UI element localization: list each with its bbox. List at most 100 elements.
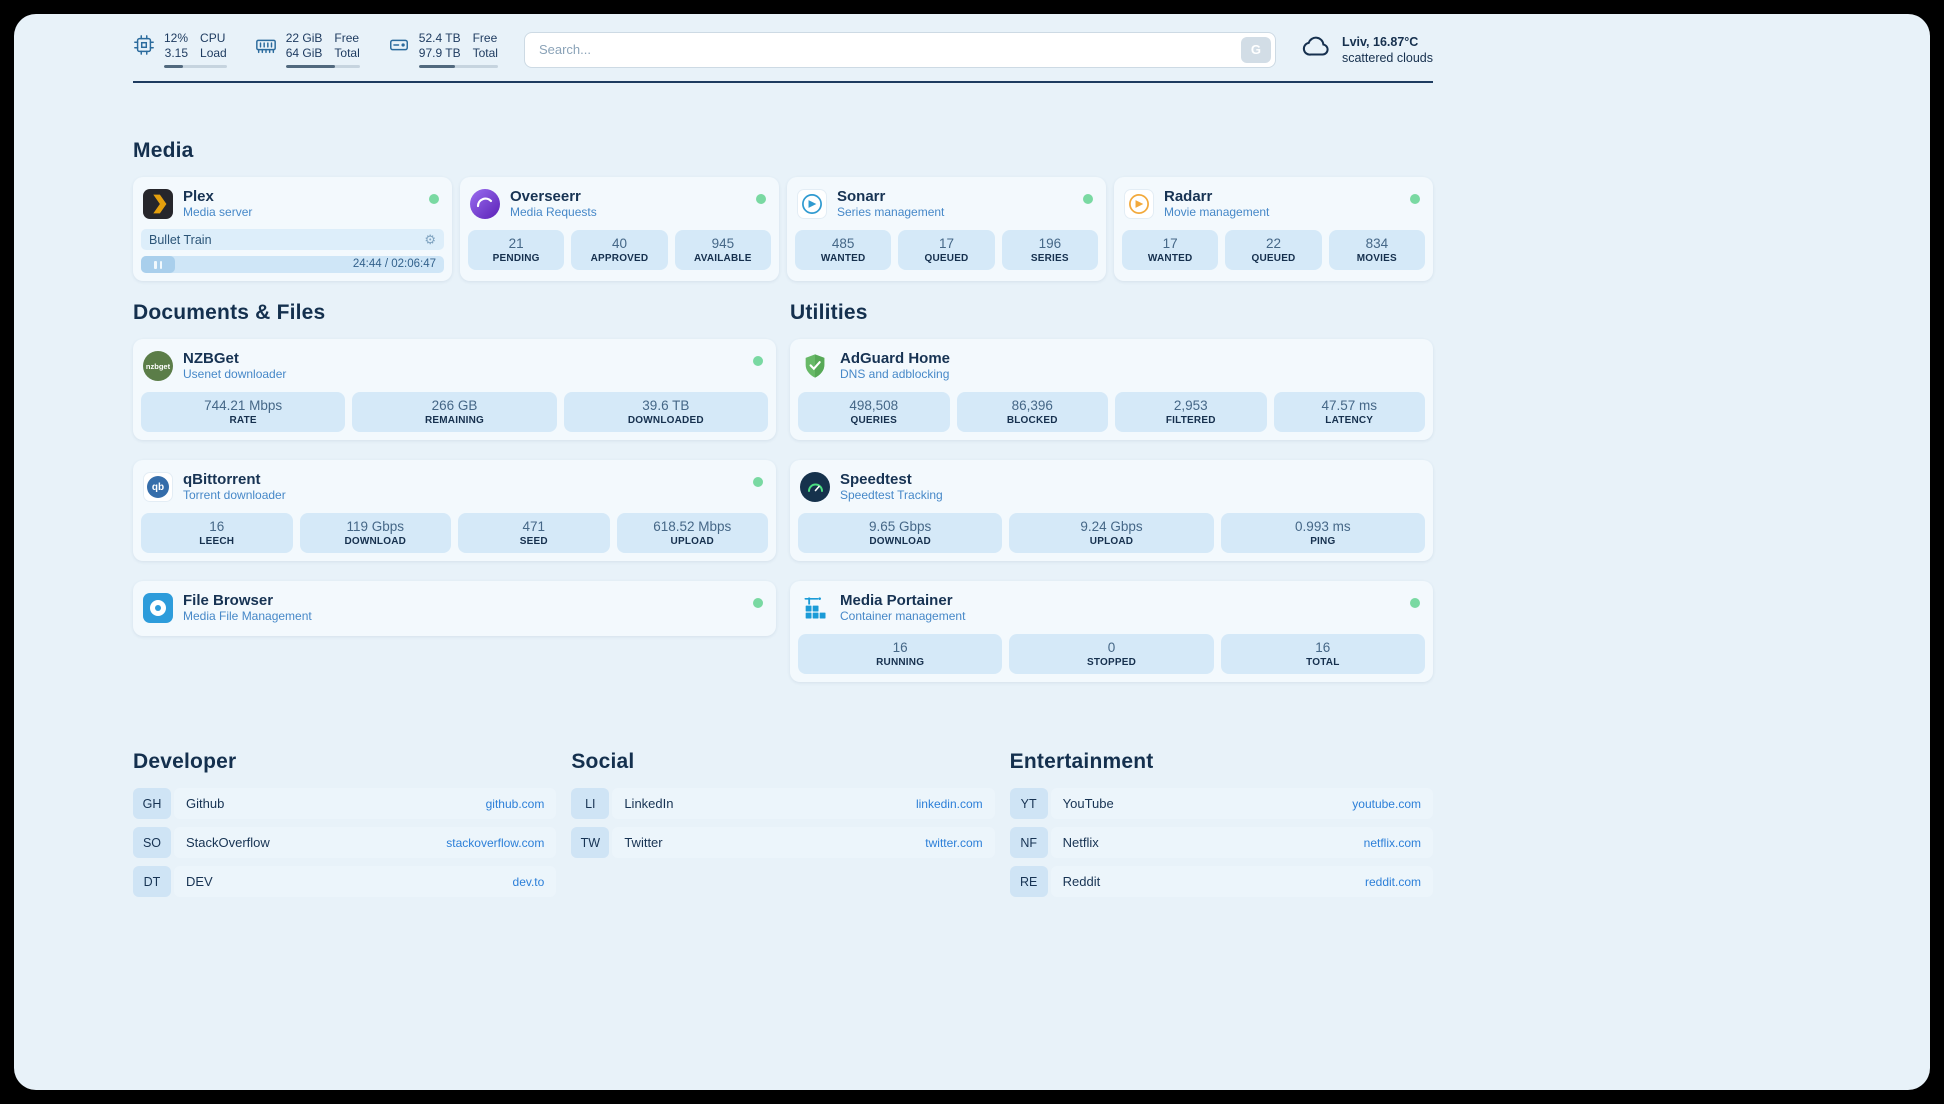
section-title-documents: Documents & Files (133, 301, 326, 324)
memory-total-value: 64 GiB (285, 46, 323, 60)
bookmark-linkedin[interactable]: LI LinkedIn linkedin.com (571, 788, 995, 819)
memory-free-value: 22 GiB (285, 31, 323, 45)
cloud-icon (1302, 32, 1332, 67)
search-provider-button[interactable]: G (1240, 36, 1271, 63)
service-link-qbittorrent[interactable]: qb qBittorrent Torrent downloader (141, 468, 768, 507)
service-description: Movie management (1164, 205, 1270, 219)
service-link-nzbget[interactable]: nzbget NZBGet Usenet downloader (141, 347, 768, 386)
memory-free-label: Free (334, 31, 360, 45)
service-link-filebrowser[interactable]: File Browser Media File Management (141, 589, 768, 628)
service-name: NZBGet (183, 350, 239, 367)
bookmark-youtube[interactable]: YT YouTube youtube.com (1009, 788, 1433, 819)
bookmark-abbr: NF (1009, 827, 1048, 858)
cpu-icon (133, 31, 155, 56)
service-description: Media File Management (183, 609, 312, 623)
bookmark-name: LinkedIn (624, 796, 674, 811)
bookmark-name: Twitter (624, 835, 663, 850)
status-dot (1410, 598, 1420, 608)
bookmark-netflix[interactable]: NF Netflix netflix.com (1009, 827, 1433, 858)
bookmark-twitter[interactable]: TW Twitter twitter.com (571, 827, 995, 858)
stat-block: 17 QUEUED (898, 230, 995, 270)
service-description: Usenet downloader (183, 367, 287, 381)
stat-block: 47.57 ms LATENCY (1273, 392, 1425, 432)
service-name: qBittorrent (183, 471, 261, 488)
bookmark-abbr: YT (1009, 788, 1048, 819)
bookmark-url[interactable]: github.com (485, 796, 545, 811)
service-name: Plex (183, 188, 214, 205)
now-playing-progress[interactable]: 24:44 / 02:06:47 (141, 256, 444, 273)
bookmark-url[interactable]: youtube.com (1352, 796, 1421, 811)
bookmark-url[interactable]: stackoverflow.com (446, 835, 545, 850)
stat-block: 2,953 FILTERED (1115, 392, 1267, 432)
bookmark-abbr: TW (571, 827, 610, 858)
bookmark-name: Netflix (1062, 835, 1099, 850)
disk-icon (388, 31, 410, 56)
section-title-social: Social (571, 750, 635, 773)
header-divider (133, 81, 1433, 83)
section-title-entertainment: Entertainment (1009, 750, 1154, 773)
service-description: Torrent downloader (183, 488, 286, 502)
service-link-plex[interactable]: Plex Media server (141, 185, 444, 224)
bookmark-url[interactable]: twitter.com (925, 835, 983, 850)
cpu-usage-bar (164, 65, 227, 68)
disk-total-label: Total (472, 46, 498, 60)
bookmark-github[interactable]: GH Github github.com (133, 788, 557, 819)
status-dot (756, 194, 766, 204)
service-name: AdGuard Home (840, 350, 951, 367)
now-playing-row: Bullet Train ⚙ (141, 229, 444, 250)
service-link-speedtest[interactable]: Speedtest Speedtest Tracking (798, 468, 1425, 507)
disk-free-label: Free (472, 31, 498, 45)
bookmark-url[interactable]: dev.to (512, 874, 545, 889)
status-dot (753, 598, 763, 608)
bookmark-abbr: RE (1009, 866, 1048, 897)
search-input[interactable] (523, 31, 1276, 68)
bookmark-abbr: LI (571, 788, 610, 819)
bookmark-url[interactable]: netflix.com (1363, 835, 1421, 850)
overseerr-icon (470, 189, 500, 219)
pause-button[interactable] (141, 256, 175, 273)
service-link-sonarr[interactable]: Sonarr Series management (795, 185, 1098, 224)
bookmark-dev[interactable]: DT DEV dev.to (133, 866, 557, 897)
weather-widget[interactable]: Lviv, 16.87°C scattered clouds (1302, 32, 1433, 67)
gear-icon[interactable]: ⚙ (424, 232, 436, 247)
service-card-overseerr: Overseerr Media Requests 21 PENDING 40 A… (460, 177, 779, 281)
now-playing-title: Bullet Train (149, 232, 212, 247)
status-dot (429, 194, 439, 204)
bookmark-name: DEV (186, 874, 213, 889)
utilities-column: Utilities AdGuard Home (790, 301, 1433, 702)
stat-block: 0.993 ms PING (1220, 513, 1425, 553)
service-link-adguard[interactable]: AdGuard Home DNS and adblocking (798, 347, 1425, 386)
bookmark-abbr: SO (133, 827, 171, 858)
bookmark-name: StackOverflow (186, 835, 270, 850)
memory-widget: 22 GiB Free 64 GiB Total (255, 31, 360, 68)
section-title-utilities: Utilities (790, 301, 868, 324)
adguard-icon (800, 351, 830, 381)
bookmark-stackoverflow[interactable]: SO StackOverflow stackoverflow.com (133, 827, 557, 858)
section-title-developer: Developer (133, 750, 237, 773)
service-link-radarr[interactable]: Radarr Movie management (1122, 185, 1425, 224)
cpu-usage-label: CPU (200, 31, 226, 45)
service-card-sonarr: Sonarr Series management 485 WANTED 17 Q… (787, 177, 1106, 281)
stat-block: 22 QUEUED (1225, 230, 1322, 270)
service-link-overseerr[interactable]: Overseerr Media Requests (468, 185, 771, 224)
service-card-qbittorrent: qb qBittorrent Torrent downloader 16 LEE… (133, 460, 776, 561)
stat-block: 9.24 Gbps UPLOAD (1009, 513, 1214, 553)
service-name: File Browser (183, 592, 274, 609)
service-card-plex: Plex Media server Bullet Train ⚙ 24:44 /… (133, 177, 452, 281)
bookmark-reddit[interactable]: RE Reddit reddit.com (1009, 866, 1433, 897)
bookmark-group-entertainment: Entertainment YT YouTube youtube.com NF … (1009, 750, 1433, 905)
stat-block: 17 WANTED (1122, 230, 1219, 270)
service-card-adguard: AdGuard Home DNS and adblocking 498,508 … (790, 339, 1433, 440)
bookmark-url[interactable]: linkedin.com (915, 796, 983, 811)
stat-block: 86,396 BLOCKED (956, 392, 1108, 432)
service-link-portainer[interactable]: Media Portainer Container management (798, 589, 1425, 628)
now-playing-time: 24:44 / 02:06:47 (352, 258, 436, 270)
bookmark-url[interactable]: reddit.com (1364, 874, 1421, 889)
status-dot (1410, 194, 1420, 204)
status-dot (753, 477, 763, 487)
weather-condition: scattered clouds (1341, 50, 1433, 65)
bookmark-name: Github (186, 796, 225, 811)
filebrowser-icon (143, 593, 173, 623)
stat-block: 16 RUNNING (798, 634, 1003, 674)
nzbget-icon: nzbget (143, 351, 173, 381)
